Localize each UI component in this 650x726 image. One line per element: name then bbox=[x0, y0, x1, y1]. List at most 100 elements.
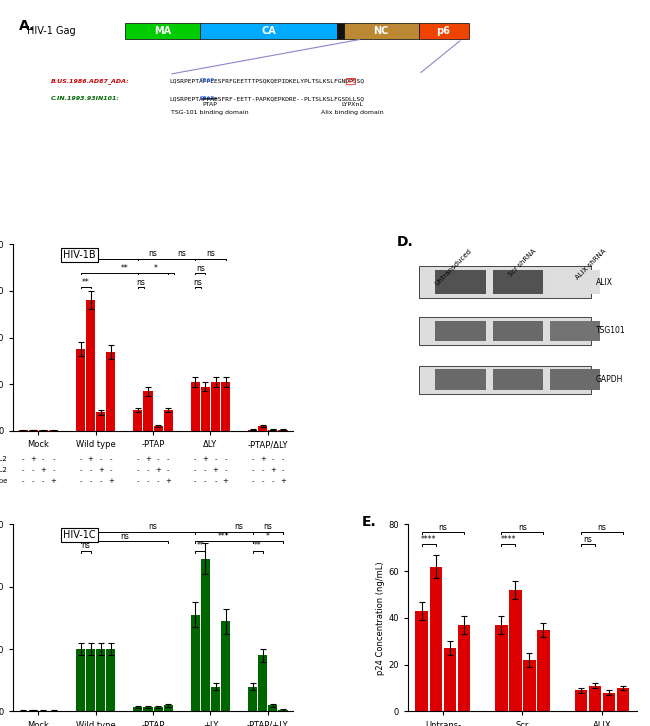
Text: LQSRPEPTAPPAESFRF-EETT-PAPKQEPKDRE--PLTSLKSLFGSDLLSQ: LQSRPEPTAPPAESFRF-EETT-PAPKQEPKDRE--PLTS… bbox=[169, 96, 364, 101]
Text: -: - bbox=[22, 467, 25, 473]
Text: ns: ns bbox=[438, 523, 447, 532]
Text: -: - bbox=[99, 478, 102, 484]
Text: -: - bbox=[167, 456, 170, 462]
FancyBboxPatch shape bbox=[344, 23, 419, 39]
Text: HIV-1C: HIV-1C bbox=[64, 530, 96, 540]
Text: -: - bbox=[22, 478, 25, 484]
Text: -: - bbox=[194, 467, 196, 473]
Text: ns: ns bbox=[136, 277, 145, 287]
Bar bbox=[164, 410, 173, 431]
Bar bbox=[144, 707, 153, 711]
FancyBboxPatch shape bbox=[125, 23, 200, 39]
Text: +: + bbox=[155, 467, 161, 473]
Text: -: - bbox=[204, 478, 207, 484]
Text: +: + bbox=[88, 456, 94, 462]
Text: +: + bbox=[31, 456, 36, 462]
Text: **: ** bbox=[254, 541, 261, 550]
Text: PTAP: PTAP bbox=[200, 96, 214, 101]
Bar bbox=[190, 615, 200, 711]
Text: -: - bbox=[147, 478, 150, 484]
Text: -: - bbox=[99, 456, 102, 462]
Text: LYPXnL: LYPXnL bbox=[341, 102, 363, 107]
Bar bbox=[415, 611, 428, 711]
FancyBboxPatch shape bbox=[550, 270, 601, 295]
Bar bbox=[509, 590, 522, 711]
Bar bbox=[107, 649, 116, 711]
Bar bbox=[268, 430, 278, 431]
Text: -: - bbox=[204, 467, 207, 473]
Text: **: ** bbox=[120, 264, 128, 272]
Text: ns: ns bbox=[584, 534, 592, 544]
Text: ALIX: ALIX bbox=[596, 278, 613, 287]
Bar bbox=[248, 430, 257, 431]
Text: +: + bbox=[280, 478, 286, 484]
Text: -: - bbox=[22, 456, 25, 462]
Text: -: - bbox=[167, 467, 170, 473]
Bar bbox=[268, 705, 278, 711]
Bar bbox=[76, 649, 85, 711]
Bar bbox=[443, 648, 456, 711]
Text: +: + bbox=[108, 478, 114, 484]
Text: Untransduced: Untransduced bbox=[434, 248, 473, 287]
Bar bbox=[537, 629, 550, 711]
Text: B.US.1986.AD87_ADA:: B.US.1986.AD87_ADA: bbox=[51, 78, 129, 84]
Text: +: + bbox=[223, 478, 229, 484]
Text: HIV-1 Gag: HIV-1 Gag bbox=[27, 26, 75, 36]
Text: +: + bbox=[165, 478, 171, 484]
Bar bbox=[201, 559, 210, 711]
Bar bbox=[258, 426, 267, 431]
Bar bbox=[617, 688, 629, 711]
Bar bbox=[523, 660, 536, 711]
Text: +: + bbox=[260, 456, 266, 462]
Text: -: - bbox=[79, 456, 82, 462]
Text: ****: **** bbox=[421, 534, 437, 544]
Text: ns: ns bbox=[149, 522, 157, 531]
Text: ns: ns bbox=[149, 250, 157, 258]
Bar bbox=[278, 710, 287, 711]
FancyBboxPatch shape bbox=[550, 370, 601, 390]
Bar bbox=[29, 430, 38, 431]
Bar bbox=[589, 686, 601, 711]
Text: -: - bbox=[110, 456, 112, 462]
FancyBboxPatch shape bbox=[550, 321, 601, 341]
FancyBboxPatch shape bbox=[493, 370, 543, 390]
Text: LQSRPEPTAPPEESFRFGEETTTPSQKQEPIDKELYPLTSLKSLFGNDPSSQ: LQSRPEPTAPPEESFRFGEETTTPSQKQEPIDKELYPLTS… bbox=[169, 78, 364, 83]
Text: +: + bbox=[213, 467, 218, 473]
Bar bbox=[603, 693, 616, 711]
Text: NC: NC bbox=[374, 26, 389, 36]
FancyBboxPatch shape bbox=[493, 321, 543, 341]
Text: PTAP: PTAP bbox=[200, 78, 214, 83]
Text: **: ** bbox=[196, 541, 204, 550]
Bar bbox=[278, 430, 287, 431]
Text: -: - bbox=[79, 478, 82, 484]
Bar bbox=[495, 625, 508, 711]
Text: ns: ns bbox=[206, 250, 215, 258]
Text: -: - bbox=[272, 478, 274, 484]
Bar bbox=[96, 649, 105, 711]
Text: PTAP: PTAP bbox=[202, 102, 217, 107]
Text: **: ** bbox=[82, 277, 90, 287]
Text: Isotype: Isotype bbox=[0, 478, 7, 484]
FancyBboxPatch shape bbox=[419, 317, 591, 345]
Text: ***: *** bbox=[218, 531, 230, 541]
Text: -: - bbox=[32, 478, 34, 484]
Text: ns: ns bbox=[196, 264, 205, 272]
Text: -: - bbox=[157, 478, 159, 484]
Text: ns: ns bbox=[235, 522, 244, 531]
Bar bbox=[144, 391, 153, 431]
FancyBboxPatch shape bbox=[436, 270, 486, 295]
Bar bbox=[221, 382, 230, 431]
Text: ns: ns bbox=[597, 523, 606, 532]
Bar bbox=[153, 426, 162, 431]
Text: -: - bbox=[52, 467, 55, 473]
FancyBboxPatch shape bbox=[436, 370, 486, 390]
Text: Alix binding domain: Alix binding domain bbox=[320, 110, 384, 115]
Text: +: + bbox=[98, 467, 104, 473]
Bar bbox=[190, 382, 200, 431]
Text: ns: ns bbox=[263, 522, 272, 531]
Bar bbox=[133, 707, 142, 711]
Text: *: * bbox=[154, 264, 158, 272]
Bar bbox=[107, 351, 116, 431]
Bar bbox=[430, 566, 442, 711]
Text: -: - bbox=[79, 467, 82, 473]
